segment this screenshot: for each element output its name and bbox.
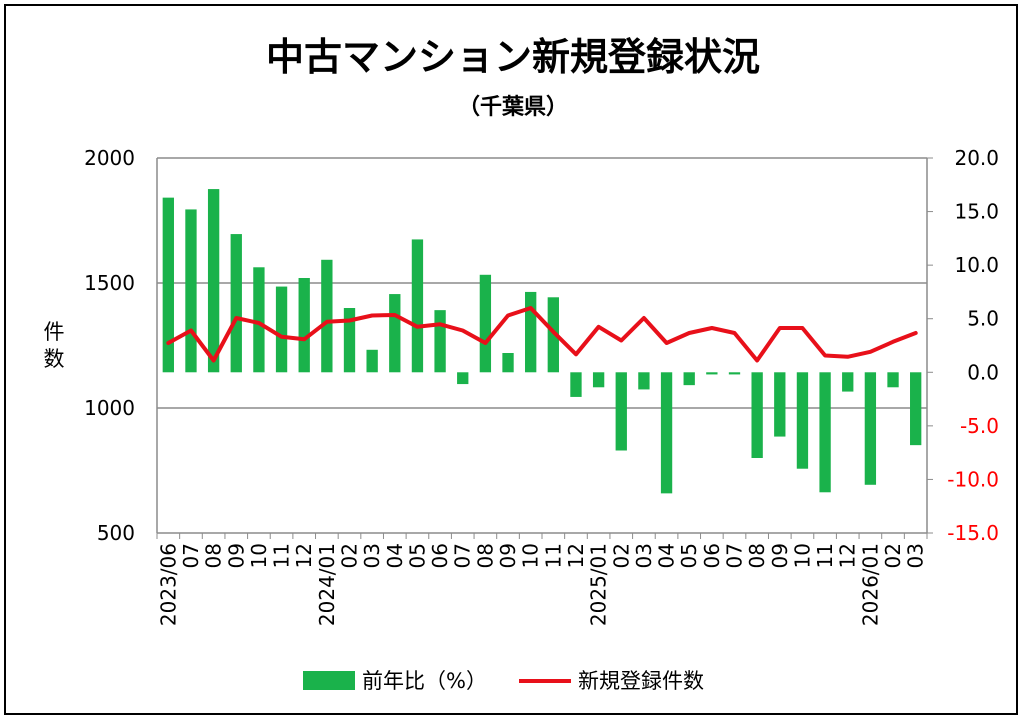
bar [910,372,922,446]
legend-swatch-bar [303,671,355,690]
left-tick-label: 500 [97,521,135,545]
bar [457,372,469,385]
bar [751,372,763,458]
category-label: 06 [700,543,724,568]
left-tick-label: 1000 [84,396,135,420]
bar [842,372,854,392]
bar [389,294,401,373]
bar [321,259,333,373]
category-label: 03 [360,543,384,568]
bar [887,372,899,388]
chart-subtitle: （千葉県） [458,95,568,120]
category-label: 11 [813,543,837,568]
bar [864,372,877,485]
bar [570,372,582,397]
category-label: 12 [292,543,316,568]
right-tick-label: 15.0 [954,200,999,224]
bar [615,372,627,451]
bar [185,209,197,373]
right-tick-label: -10.0 [947,467,999,491]
bar [502,353,514,373]
category-label: 09 [768,543,792,568]
bar [660,372,673,494]
category-label: 08 [202,543,226,568]
left-axis-ticks: 2000 1500 1000 500 [84,146,135,545]
left-axis-label: 件数 [44,320,65,371]
bar [547,297,559,373]
right-tick-label: -15.0 [947,521,999,545]
chart-title: 中古マンション新規登録状況 [266,35,760,79]
category-label: 05 [677,543,701,568]
category-label: 2024/01 [315,543,339,626]
category-label: 11 [541,543,565,568]
bar [230,234,242,373]
category-label: 09 [496,543,520,568]
series-line [166,306,918,363]
bar [411,239,424,373]
bar [706,372,718,375]
left-axis-label-char: 件 [44,320,65,344]
category-label: 12 [836,543,860,568]
category-label: 04 [383,543,407,568]
right-axis-ticks: 20.0 15.0 10.0 5.0 0.0 -5.0 -10.0 -15.0 [947,146,999,545]
bar [774,372,786,437]
category-label: 2025/01 [587,543,611,626]
bar [298,278,310,373]
category-label: 03 [904,543,928,568]
category-label: 02 [338,543,362,568]
category-label: 12 [564,543,588,568]
bar [796,372,809,469]
category-label: 05 [405,543,429,568]
left-tick-label: 2000 [84,146,135,170]
right-tick-label: 0.0 [967,360,999,384]
right-tick-label: 5.0 [967,307,999,331]
category-label: 07 [179,543,203,568]
bar [479,274,492,373]
category-label: 07 [723,543,747,568]
chart: 中古マンション新規登録状況 （千葉県） 2000 1500 1000 500 20.0… [44,35,1000,693]
legend: 前年比（%） 新規登録件数 [303,669,704,693]
bar [592,372,605,388]
category-label: 2026/01 [858,543,882,626]
category-label: 09 [224,543,248,568]
category-label: 10 [790,543,814,568]
bar [683,372,695,386]
category-labels: 2023/060708091011122024/0102030405060708… [156,543,927,626]
bar [638,372,650,390]
right-tick-label: 10.0 [954,253,999,277]
category-label: 2023/06 [156,543,180,626]
bar-series [162,189,922,494]
bar [343,308,356,373]
category-label: 08 [745,543,769,568]
category-label: 02 [609,543,633,568]
right-tick-label: -5.0 [960,414,999,438]
bar [434,310,446,373]
category-label: 06 [428,543,452,568]
right-tick-label: 20.0 [954,146,999,170]
bar [525,291,537,373]
chart-frame: 中古マンション新規登録状況 （千葉県） 2000 1500 1000 500 20.0… [4,4,1018,715]
bar [366,349,378,373]
axes [156,157,933,539]
category-label: 08 [473,543,497,568]
category-label: 04 [655,543,679,568]
bar [253,267,265,373]
category-label: 07 [451,543,475,568]
bar [275,286,288,373]
bar [207,189,220,373]
bar [162,197,174,373]
legend-label-bar: 前年比（%） [362,669,487,693]
category-label: 03 [632,543,656,568]
legend-label-line: 新規登録件数 [578,669,704,693]
category-label: 11 [270,543,294,568]
category-label: 10 [247,543,271,568]
left-axis-label-char: 数 [44,347,65,371]
left-tick-label: 1500 [84,271,135,295]
bar [728,372,741,375]
line-series [166,306,918,363]
gridlines [157,157,927,409]
category-label: 02 [881,543,905,568]
category-label: 10 [519,543,543,568]
bar [819,372,831,493]
